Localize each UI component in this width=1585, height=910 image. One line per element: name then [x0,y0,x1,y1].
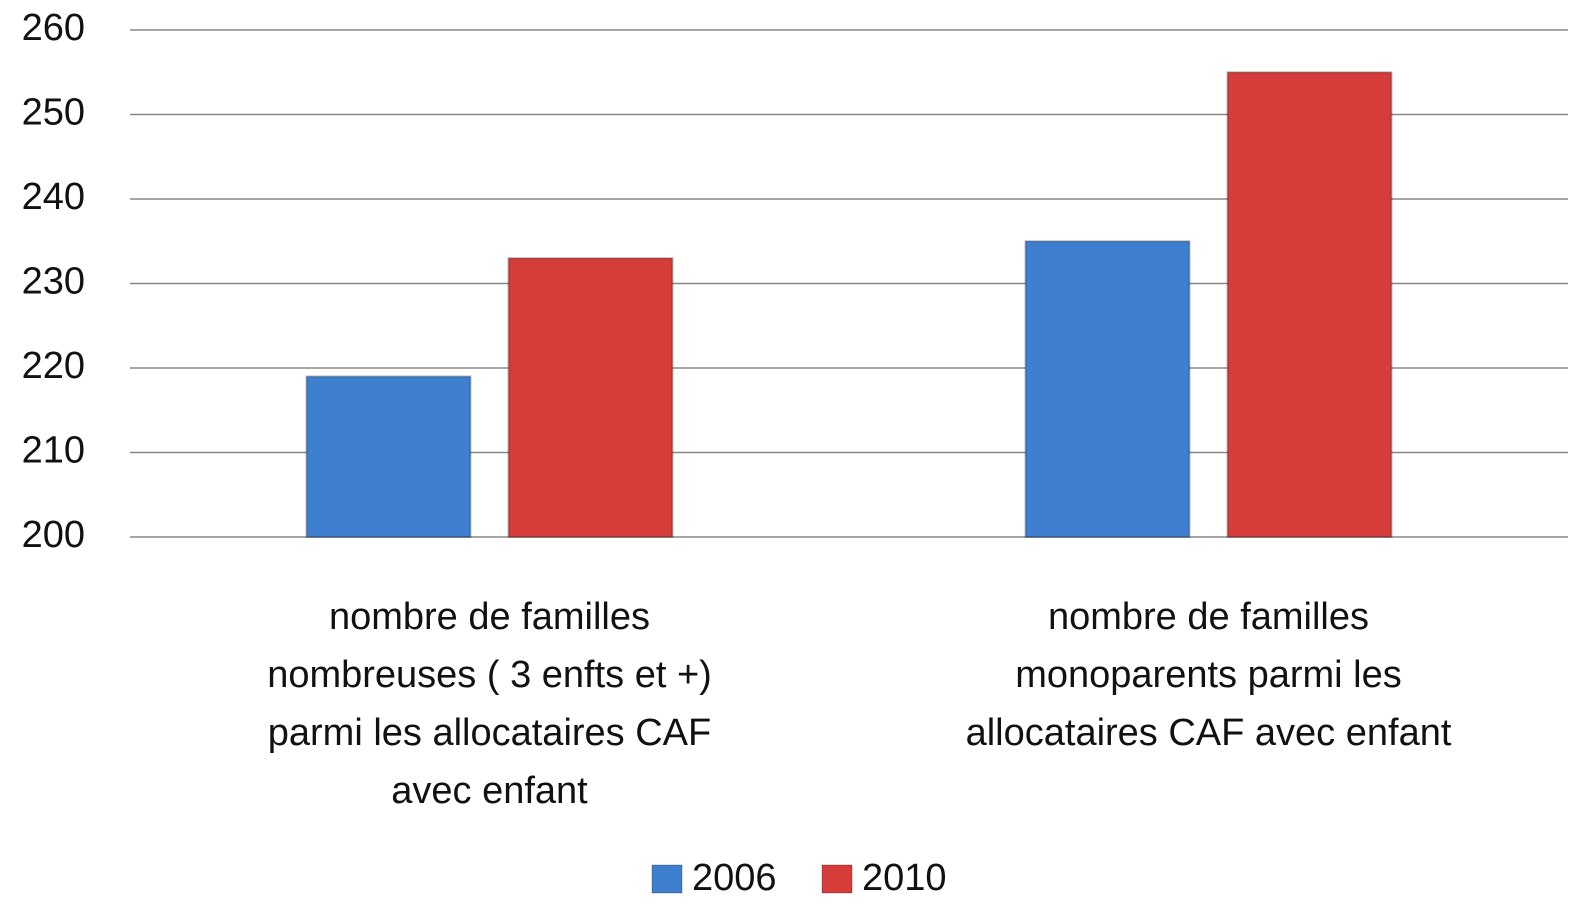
x-tick-label: nombre de familles monoparents parmi les… [965,596,1452,754]
legend-swatch [651,864,683,894]
y-tick-label: 240 [22,176,85,218]
bar [507,257,674,538]
y-tick-label: 250 [22,92,85,134]
bar [305,375,472,539]
bar [1226,71,1393,538]
y-tick-label: 200 [22,514,85,556]
y-tick-label: 230 [22,261,85,303]
bar [1024,240,1191,538]
legend-swatch [821,864,853,894]
legend-label: 2010 [862,857,947,899]
legend-label: 2006 [692,857,777,899]
y-tick-label: 210 [22,430,85,472]
y-tick-label: 260 [22,7,85,49]
y-tick-label: 220 [22,345,85,387]
x-tick-label: nombre de familles nombreuses ( 3 enfts … [267,596,733,812]
